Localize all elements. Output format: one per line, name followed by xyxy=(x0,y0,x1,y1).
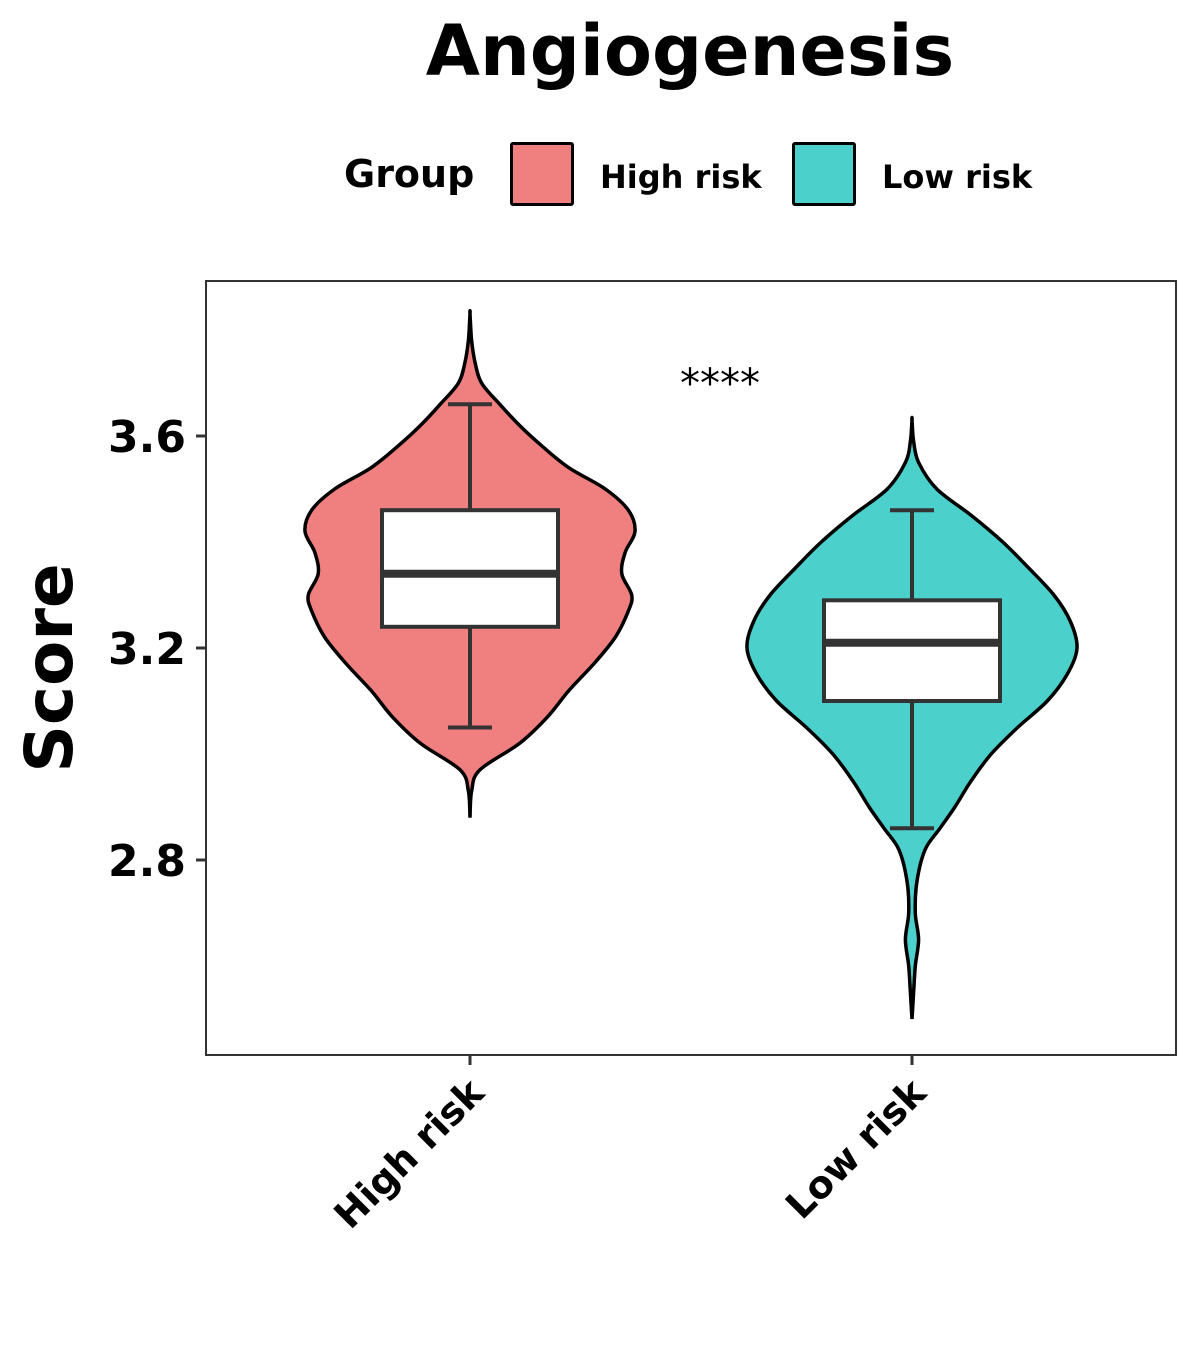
y-tick-label-0: 2.8 xyxy=(108,836,186,887)
box-low-risk xyxy=(822,598,1002,703)
x-tick-label-high-risk: High risk xyxy=(326,1070,493,1237)
y-tick-label-1: 3.2 xyxy=(108,624,186,675)
legend-title: Group xyxy=(344,152,475,196)
legend-key-low-risk xyxy=(792,142,856,206)
legend-label-low-risk: Low risk xyxy=(882,158,1033,196)
legend: Group High risk Low risk xyxy=(0,138,1200,214)
y-tick-label-2: 3.6 xyxy=(108,412,186,463)
legend-key-high-risk xyxy=(510,142,574,206)
x-tick-label-low-risk: Low risk xyxy=(777,1070,935,1228)
y-axis-label: Score xyxy=(11,563,88,772)
significance-annotation: **** xyxy=(680,361,760,407)
chart-title: Angiogenesis xyxy=(425,10,955,92)
box-high-risk xyxy=(380,508,560,629)
legend-label-high-risk: High risk xyxy=(600,158,762,196)
